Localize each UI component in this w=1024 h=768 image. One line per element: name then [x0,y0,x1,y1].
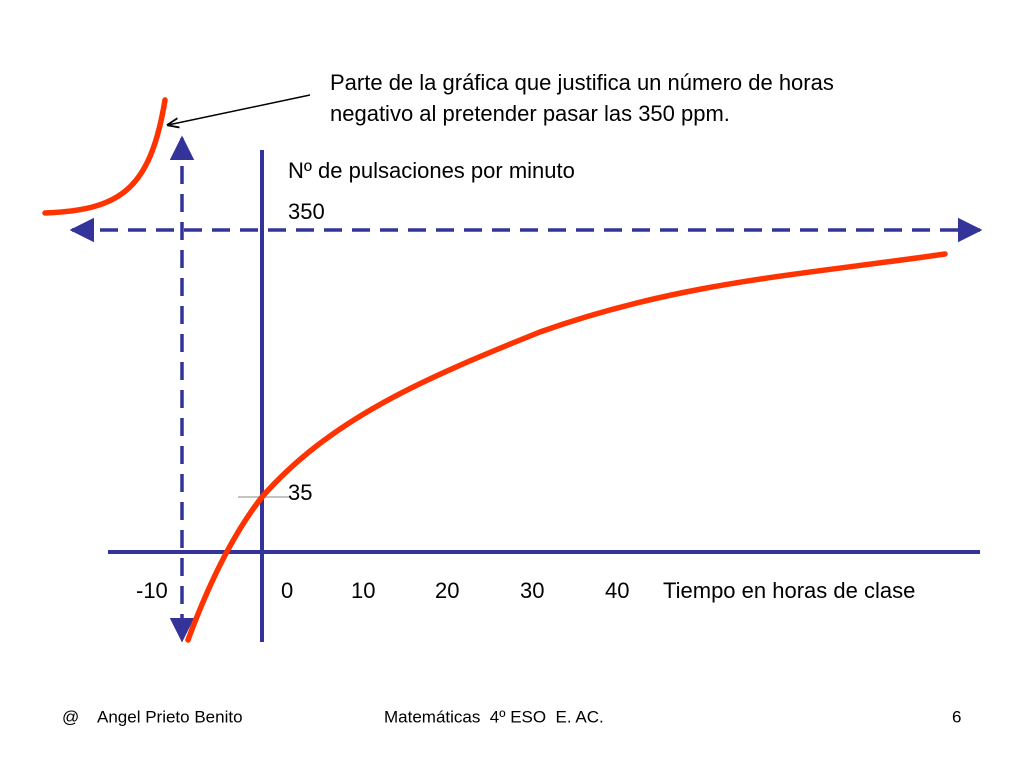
footer-symbol: @ [62,707,79,726]
right-branch [185,251,948,643]
y-label: 350 [288,199,325,224]
footer-page: 6 [952,707,961,726]
x-label: -10 [136,578,168,603]
annotation-arrow [168,94,311,125]
footer-author: Angel Prieto Benito [97,707,243,726]
y-axis-label: Nº de pulsaciones por minuto [288,158,575,183]
x-label: 20 [435,578,459,603]
annotation-line: negativo al pretender pasar las 350 ppm. [330,101,730,126]
x-label: 10 [351,578,375,603]
x-label: 0 [281,578,293,603]
y-label: 35 [288,480,312,505]
x-label: 40 [605,578,629,603]
left-branch [42,97,168,216]
annotation-line: Parte de la gráfica que justifica un núm… [330,70,834,95]
footer-course: Matemáticas 4º ESO E. AC. [384,707,604,726]
x-axis-label: Tiempo en horas de clase [663,578,915,603]
x-label: 30 [520,578,544,603]
